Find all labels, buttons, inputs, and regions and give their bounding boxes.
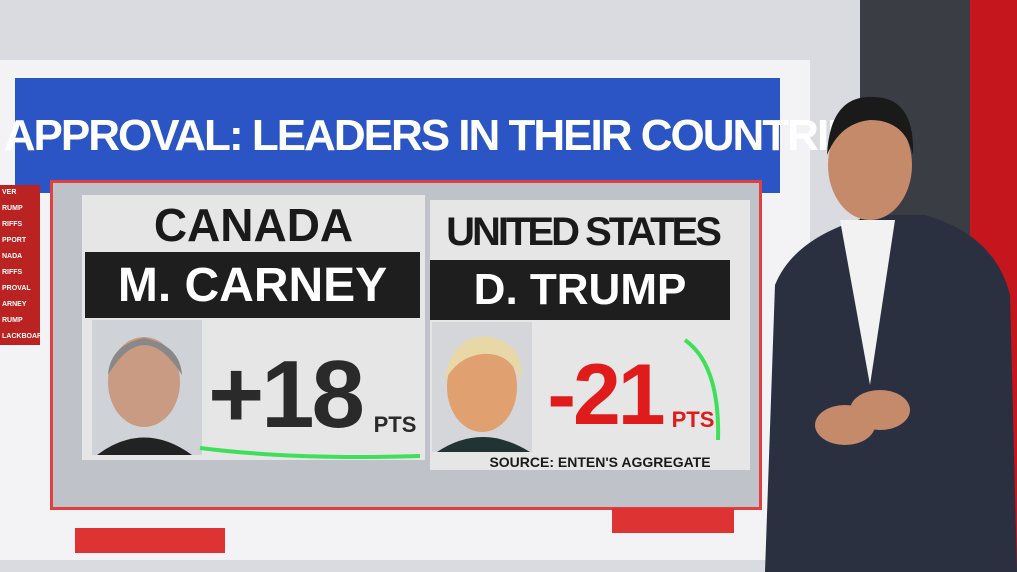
- leader-text: M. CARNEY: [117, 258, 388, 312]
- sidebar-item: PROVAL: [2, 285, 31, 292]
- presenter: [765, 96, 1017, 572]
- value-text: +18: [208, 341, 365, 448]
- unit-text: PTS: [373, 412, 417, 437]
- sidebar-item: NADA: [2, 253, 23, 260]
- portrait: [92, 320, 202, 455]
- sidebar-item: ARNEY: [2, 301, 27, 308]
- country: UNITED STATES: [430, 205, 735, 260]
- sidebar: VER RUMP RIFFS PPORT NADA RIFFS PROVAL ARNEY RUM…: [0, 185, 40, 345]
- unit: PTS: [370, 410, 420, 440]
- sidebar-item: VER: [2, 189, 17, 196]
- sidebar-item: RIFFS: [2, 221, 23, 228]
- sidebar-item: PPORT: [2, 237, 27, 244]
- title: NET APPROVAL: LEADERS IN THEIR COUNTRIES: [0, 110, 884, 160]
- value-text: -21: [547, 346, 665, 443]
- value: -21: [535, 347, 675, 443]
- unit-text: PTS: [671, 407, 715, 432]
- sidebar-item: RIFFS: [2, 269, 23, 276]
- unit: PTS: [668, 405, 718, 435]
- country-text: UNITED STATES: [446, 210, 722, 254]
- toolbar-left: [75, 528, 225, 553]
- annotation-underline: [199, 446, 421, 459]
- country-text: CANADA: [153, 198, 354, 251]
- leader: M. CARNEY: [85, 252, 420, 318]
- leader: D. TRUMP: [430, 260, 730, 320]
- source-text: SOURCE: ENTEN'S AGGREGATE: [489, 454, 711, 470]
- country: CANADA: [82, 197, 425, 252]
- annotation-curve: [683, 338, 721, 441]
- leader-text: D. TRUMP: [473, 265, 687, 314]
- portrait: [432, 322, 532, 452]
- sidebar-item: RUMP: [2, 317, 23, 324]
- value: +18: [195, 341, 375, 448]
- title-banner: NET APPROVAL: LEADERS IN THEIR COUNTRIES: [0, 78, 884, 193]
- source: SOURCE: ENTEN'S AGGREGATE: [470, 452, 730, 472]
- sidebar-item: LACKBOARD: [2, 333, 40, 340]
- toolbar-right: [612, 508, 734, 533]
- sidebar-item: RUMP: [2, 205, 23, 212]
